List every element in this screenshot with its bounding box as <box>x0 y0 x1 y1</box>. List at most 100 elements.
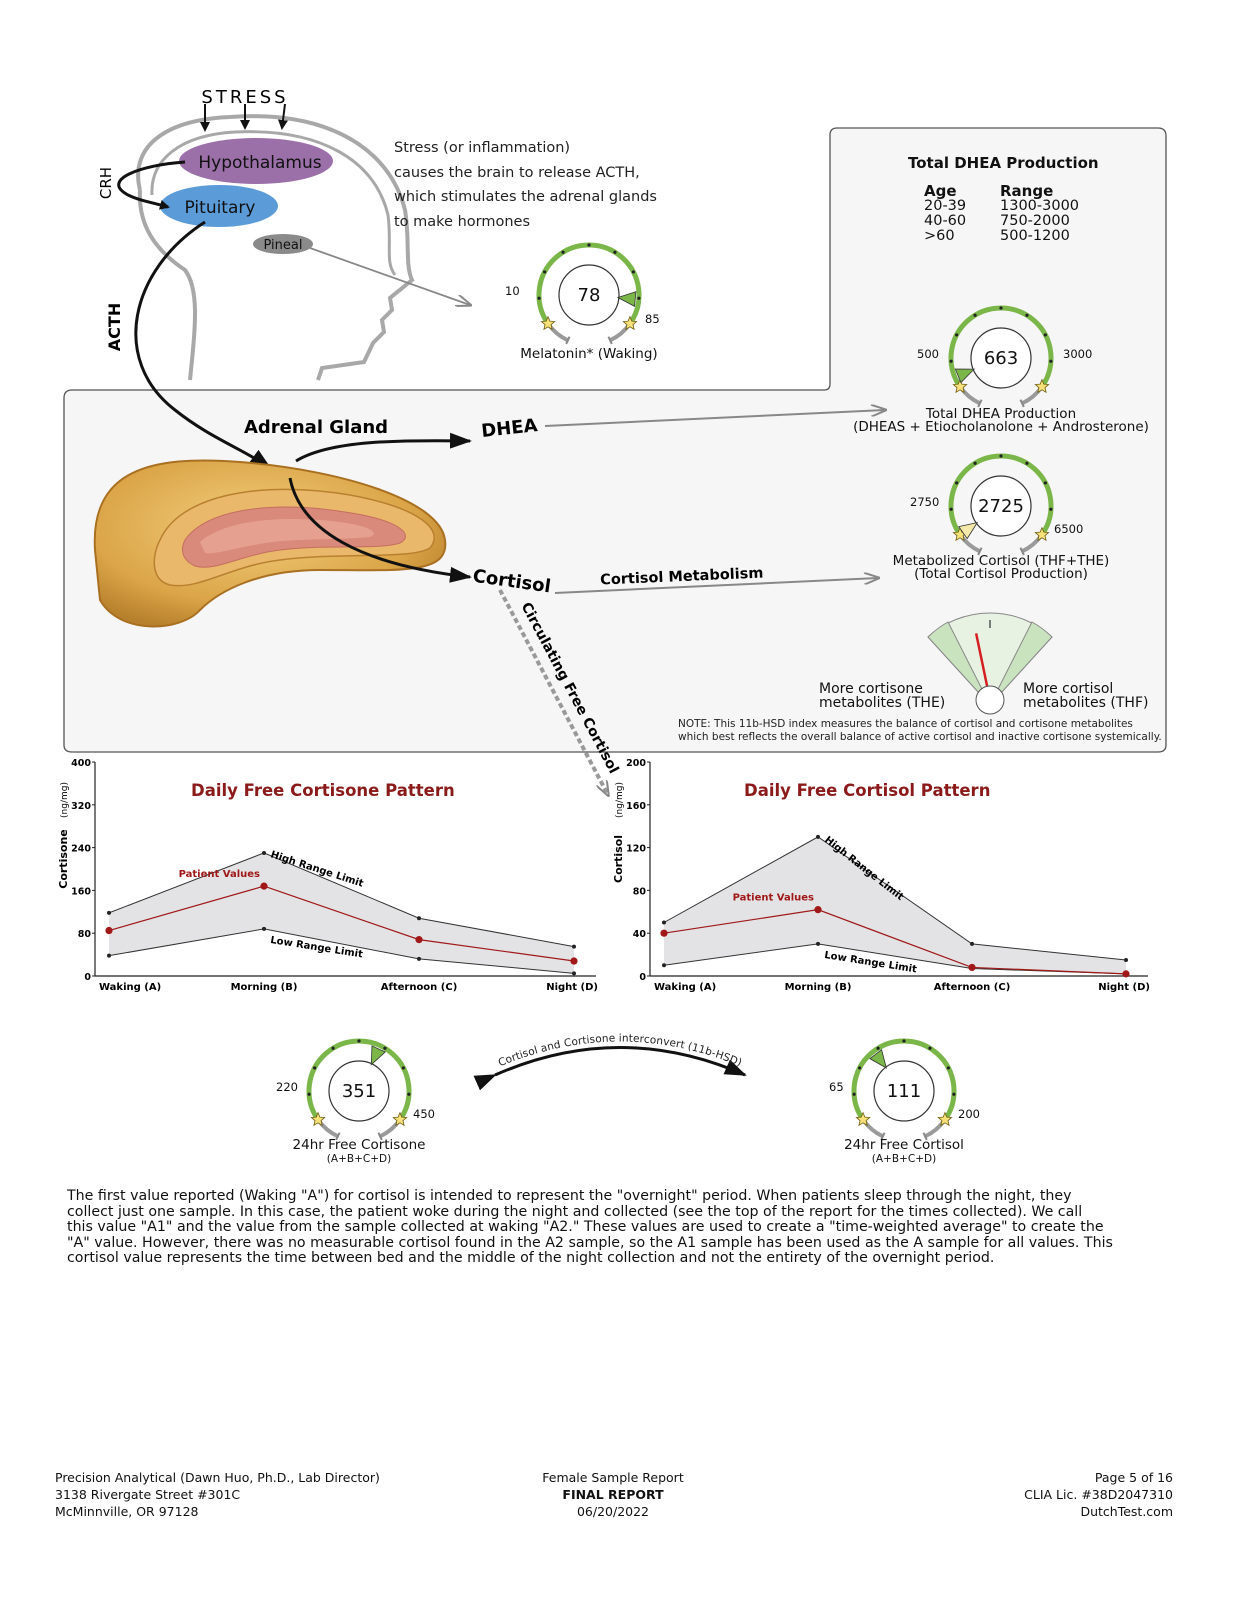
gauge-value-circle <box>970 475 1032 537</box>
y-axis-unit: (ng/mg) <box>60 782 70 818</box>
gauge-pointer <box>616 291 637 308</box>
footer-lab-info: Precision Analytical (Dawn Huo, Ph.D., L… <box>55 1469 380 1520</box>
stress-description-line: to make hormones <box>394 213 531 230</box>
crh-arrow <box>117 160 186 210</box>
cortisone24-value: 351 <box>341 1081 377 1102</box>
gauge-tick <box>955 333 959 337</box>
high-range-point <box>417 916 421 921</box>
y-tick-label: 40 <box>633 929 647 940</box>
gauge-tick <box>999 454 1003 458</box>
y-tick-label: 320 <box>71 801 91 812</box>
hypothalamus-label: Hypothalamus <box>198 153 321 173</box>
dhea-age-column: Age 20-39 40-60 >60 <box>924 184 966 244</box>
high-range-point <box>1124 957 1128 962</box>
y-tick-label: 160 <box>71 886 91 897</box>
pineal-label: Pineal <box>264 238 303 253</box>
head-outline <box>136 114 415 381</box>
low-range-line <box>108 928 575 974</box>
stress-description-line: which stimulates the adrenal glands <box>394 189 657 205</box>
gauge-tick <box>852 1092 856 1096</box>
stress-label: STRESS <box>201 87 288 108</box>
gauge-tick <box>946 1066 950 1070</box>
cortisol-metab-arrow <box>554 578 878 594</box>
cortisol24-low: 65 <box>829 1080 844 1094</box>
gauge-tick <box>307 1092 311 1096</box>
gauge-limit-star-icon <box>952 378 968 394</box>
gauge-end-tick <box>977 547 983 556</box>
high-range-point <box>107 910 111 915</box>
y-tick-label: 200 <box>626 758 646 769</box>
y-axis-label: Cortisone <box>57 829 70 888</box>
cortisol24-gauge <box>851 1038 957 1141</box>
gauge-end-tick <box>377 1132 383 1141</box>
cortisol-arrow <box>288 477 472 583</box>
adrenal-gland <box>93 459 447 628</box>
gauge-tick <box>955 481 959 485</box>
hsd-right-label-1: More cortisol <box>1023 681 1114 697</box>
paragraph-line: this value "A1" and the value from the s… <box>67 1219 1104 1236</box>
low-range-point <box>107 953 111 958</box>
cortisol24-high: 200 <box>958 1107 980 1121</box>
high-range-point <box>816 834 820 839</box>
age-value: >60 <box>924 228 955 244</box>
x-tick-label: Afternoon (C) <box>934 982 1011 993</box>
footer-page-info: Page 5 of 16 CLIA Lic. #38D2047310 Dutch… <box>973 1469 1173 1520</box>
acth-arrow <box>134 220 272 470</box>
gauge-end-tick <box>977 399 983 408</box>
gauge-tick <box>383 1046 387 1050</box>
gauge-limit-star-icon <box>540 315 556 331</box>
cortisone-chart-title: Daily Free Cortisone Pattern <box>191 781 455 800</box>
hypothalamus-oval <box>179 138 333 184</box>
x-tick-label: Morning (B) <box>785 982 852 993</box>
metab-cortisol-label: Metabolized Cortisol (THF+THE) <box>892 553 1110 569</box>
y-tick-label: 400 <box>71 758 91 769</box>
y-tick-label: 0 <box>84 972 91 983</box>
melatonin-low: 10 <box>505 284 520 298</box>
gauge-end-tick <box>922 1132 928 1141</box>
melatonin-label: Melatonin* (Waking) <box>520 346 658 362</box>
interconvert-arrow <box>473 1046 747 1091</box>
age-header: Age <box>924 182 957 200</box>
gauge-tick <box>973 313 977 317</box>
age-value: 20-39 <box>924 198 967 214</box>
low-range-point <box>417 956 421 961</box>
acth-label: ACTH <box>105 303 124 351</box>
footer-line: CLIA Lic. #38D2047310 <box>1024 1487 1173 1502</box>
gauge-tick <box>537 296 541 300</box>
high-range-line <box>663 836 1127 961</box>
y-tick-label: 160 <box>626 801 646 812</box>
dhea-gauge <box>948 305 1054 408</box>
cortisone24-low: 220 <box>276 1080 298 1094</box>
gauges-layer <box>306 242 1054 1141</box>
gauge-tick <box>613 250 617 254</box>
gauge-tick <box>631 270 635 274</box>
pineal-arrow <box>309 247 470 305</box>
melatonin-gauge <box>536 242 642 345</box>
adrenal-gland-label: Adrenal Gland <box>244 417 388 438</box>
hsd-right-label-2: metabolites (THF) <box>1023 695 1149 711</box>
gauge-end-tick <box>565 336 571 345</box>
high-range-point <box>970 941 974 946</box>
cortisone24-label: 24hr Free Cortisone <box>292 1137 426 1153</box>
gauge-value-circle <box>970 327 1032 389</box>
gauge-limit-star-icon <box>937 1111 953 1127</box>
gauge-tick <box>587 243 591 247</box>
gauge-tick <box>902 1039 906 1043</box>
low-range-point <box>262 926 266 931</box>
footer-line: DutchTest.com <box>1080 1504 1173 1519</box>
y-tick-label: 240 <box>71 844 91 855</box>
hsd-left-label-2: metabolites (THE) <box>819 695 946 711</box>
patient-value-point <box>660 929 668 937</box>
gauge-value-circle <box>558 264 620 326</box>
cortisone24-gauge <box>306 1038 412 1141</box>
cortisol-metabolism-label: Cortisol Metabolism <box>600 565 764 588</box>
dhea-value: 663 <box>983 348 1019 369</box>
low-range-point <box>662 963 666 968</box>
low-range-point <box>816 941 820 946</box>
gauge-tick <box>1043 333 1047 337</box>
x-tick-label: Morning (B) <box>231 982 298 993</box>
cortisone24-sublabel: (A+B+C+D) <box>326 1153 392 1165</box>
dhea-gauge-label: Total DHEA Production <box>925 406 1077 422</box>
hsd-left-label-1: More cortisone <box>819 681 923 697</box>
